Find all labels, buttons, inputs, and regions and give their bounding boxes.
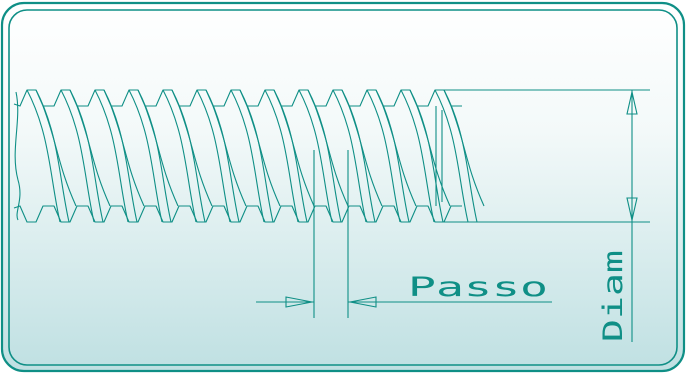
diameter-dimension xyxy=(436,89,650,342)
thread-crest-line xyxy=(307,89,342,223)
thread-crest-line xyxy=(60,89,95,223)
thread-root-line xyxy=(212,105,247,207)
diameter-label: Diam xyxy=(598,250,629,342)
thread-crest-line xyxy=(128,89,163,223)
thread-crest-line xyxy=(400,89,435,223)
thread-root-line xyxy=(76,105,111,207)
thread-crest-line xyxy=(205,89,240,223)
thread-crest-line xyxy=(103,89,138,223)
thread-root-line xyxy=(314,105,349,207)
thread-crest-line xyxy=(375,89,410,223)
thread-crest-line xyxy=(196,89,231,223)
thread-crest-line xyxy=(230,89,265,223)
thread-crest-line xyxy=(94,89,129,223)
thread-root-line xyxy=(110,105,145,207)
thread-crest-line xyxy=(264,89,299,223)
rod-break-line xyxy=(14,91,21,221)
pitch-label: Passo xyxy=(408,272,548,303)
thread-root-line xyxy=(348,105,383,207)
thread-root-line xyxy=(144,105,179,207)
thread-crest-line xyxy=(434,89,469,223)
diameter-arrow-top xyxy=(626,91,638,115)
thread-root-line xyxy=(178,105,213,207)
thread-crest-line xyxy=(162,89,197,223)
thread-root-line xyxy=(416,105,451,207)
pitch-arrow-left xyxy=(285,296,313,308)
pitch-arrow-right xyxy=(349,296,377,308)
thread-crest-line xyxy=(273,89,308,223)
pitch-dimension xyxy=(256,150,552,318)
thread-crest-line xyxy=(332,89,367,223)
thread-crest-line xyxy=(239,89,274,223)
thread-top-profile xyxy=(13,89,462,107)
frame-inner xyxy=(8,9,678,366)
thread-bottom-profile xyxy=(13,205,462,223)
thread-crest-line xyxy=(341,89,376,223)
thread-crest-line xyxy=(298,89,333,223)
thread-crest-line xyxy=(137,89,172,223)
thread-crest-line xyxy=(69,89,104,223)
thread-crest-line xyxy=(171,89,206,223)
thread-crest-line xyxy=(26,89,61,223)
thread-crest-line xyxy=(366,89,401,223)
thread-root-line xyxy=(450,105,485,207)
thread-root-line xyxy=(42,105,77,207)
thread-root-line xyxy=(382,105,417,207)
thread-crest-line xyxy=(443,89,478,223)
thread-crest-line xyxy=(35,89,70,223)
thread-crest-line xyxy=(409,89,444,223)
diameter-arrow-bottom xyxy=(626,197,638,221)
thread-root-line xyxy=(246,105,281,207)
thread-root-line xyxy=(280,105,315,207)
threaded-rod xyxy=(13,89,485,223)
